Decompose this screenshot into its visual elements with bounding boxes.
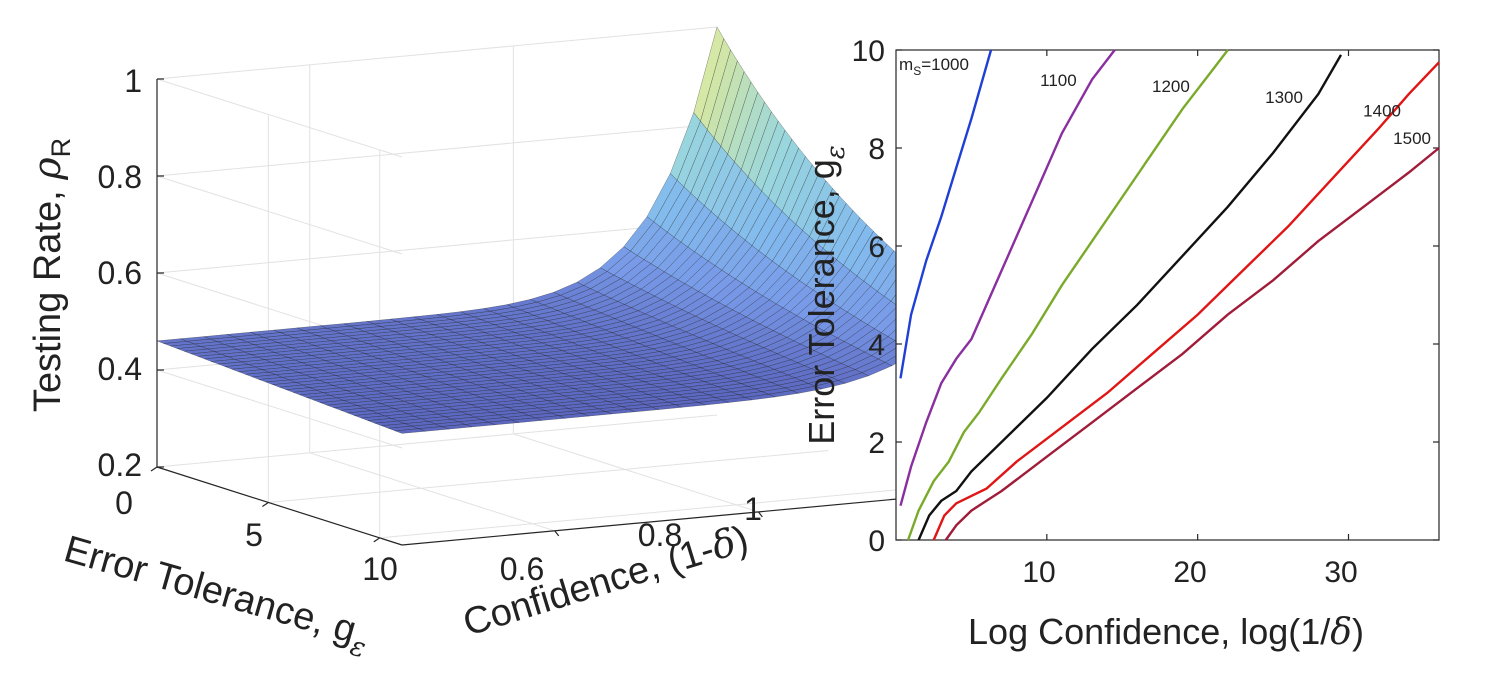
z-tick-label: 0.4 bbox=[98, 351, 142, 387]
z-tick-label: 0.6 bbox=[98, 255, 142, 291]
x-tick-mark bbox=[262, 501, 269, 507]
z-axis-label: Testing Rate, ρR bbox=[25, 138, 76, 412]
line-plot: mS=1000 1100 1200 1300 1400 1500 0 2 4 6 8 10… bbox=[801, 35, 1440, 653]
grid-line bbox=[156, 175, 403, 255]
series-label-1300: 1300 bbox=[1265, 88, 1303, 107]
grid-line bbox=[309, 452, 555, 532]
grid-line bbox=[156, 414, 718, 468]
y-tick-label: 4 bbox=[868, 329, 885, 362]
series-line-1000 bbox=[899, 49, 993, 379]
series-line-1200 bbox=[906, 49, 1229, 541]
x-tick-label: 5 bbox=[245, 517, 263, 553]
z-tick-label: 0.8 bbox=[98, 159, 142, 195]
y-tick-label: 2 bbox=[868, 427, 885, 460]
y-axis-label: Error Tolerance, gε bbox=[801, 145, 851, 444]
x-tick-mark bbox=[373, 537, 381, 543]
x-tick-label: 30 bbox=[1324, 556, 1357, 589]
x-tick-label: 0 bbox=[115, 485, 133, 521]
x-axis-label: Log Confidence, log(1/δ) bbox=[968, 611, 1364, 653]
series-line-1300 bbox=[917, 54, 1343, 541]
y-tick-label: 6 bbox=[868, 231, 885, 264]
x-tick-label: 20 bbox=[1173, 556, 1206, 589]
series-line-1400 bbox=[932, 61, 1440, 541]
grid-line bbox=[156, 26, 718, 80]
grid-line bbox=[156, 220, 718, 274]
x-tick-label: 10 bbox=[1022, 556, 1055, 589]
y-tick-label: 10 bbox=[852, 35, 885, 68]
grid-line bbox=[513, 433, 759, 513]
series-label-1100: 1100 bbox=[1040, 71, 1077, 90]
z-tick-label: 0.2 bbox=[98, 447, 142, 483]
grid-line bbox=[156, 369, 403, 449]
grid-line bbox=[379, 485, 940, 539]
x-axis-label: Error Tolerance, gε bbox=[57, 528, 375, 664]
y-tick-mark bbox=[757, 511, 763, 518]
y-tick-label: 1 bbox=[744, 491, 762, 527]
x-tick-mark bbox=[150, 466, 158, 472]
surface-patch bbox=[395, 428, 426, 434]
grid-line bbox=[156, 78, 403, 158]
line-plot-series bbox=[899, 49, 1440, 541]
axis-line bbox=[401, 492, 963, 546]
line-plot-ticks bbox=[896, 49, 1439, 541]
grid-line bbox=[268, 449, 829, 503]
y-tick-label: 0.8 bbox=[638, 517, 682, 553]
y-tick-label: 8 bbox=[868, 133, 885, 166]
y-tick-label: 0.6 bbox=[500, 551, 544, 587]
y-tick-mark bbox=[554, 530, 560, 537]
y-tick-label: 0 bbox=[868, 525, 885, 558]
x-tick-label: 10 bbox=[362, 551, 398, 587]
series-label-1400: 1400 bbox=[1363, 101, 1401, 120]
series-label-1500: 1500 bbox=[1393, 129, 1431, 148]
line-plot-curve-labels: mS=1000 1100 1200 1300 1400 1500 bbox=[899, 55, 1431, 148]
series-line-1100 bbox=[899, 49, 1116, 507]
series-label-1200: 1200 bbox=[1152, 77, 1190, 96]
series-line-1500 bbox=[944, 147, 1440, 541]
axis-line bbox=[156, 466, 403, 546]
z-tick-label: 1 bbox=[124, 63, 142, 99]
series-label-1000: mS=1000 bbox=[899, 55, 969, 78]
grid-line bbox=[156, 123, 718, 177]
